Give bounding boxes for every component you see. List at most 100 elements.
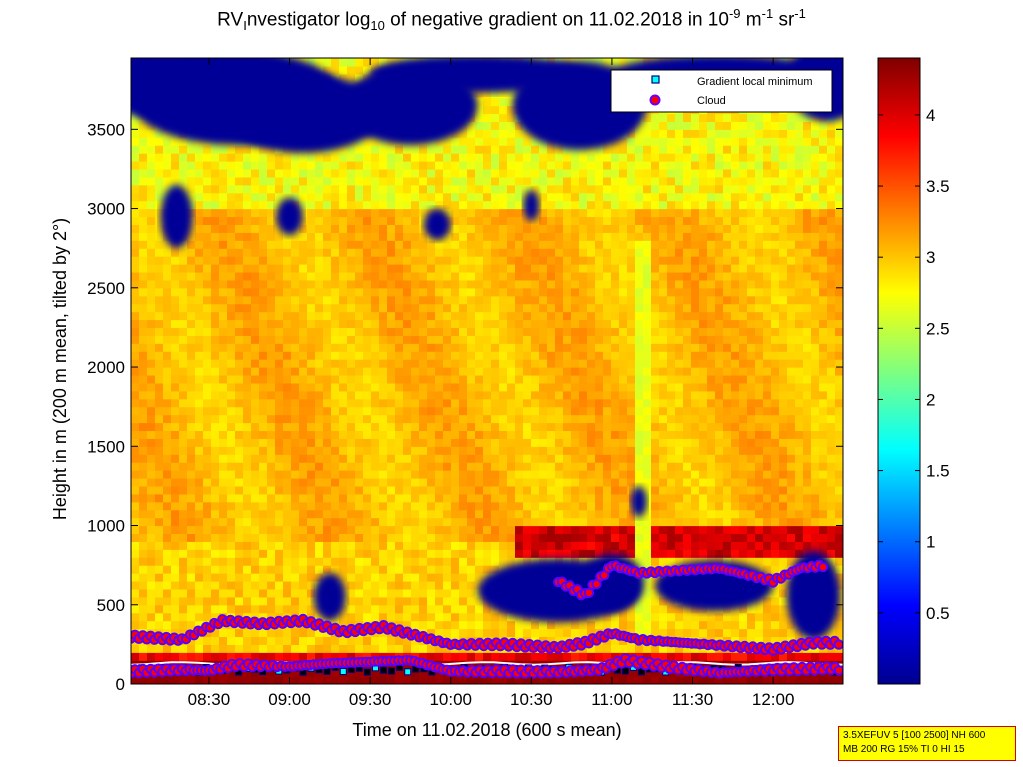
heatmap-cell bbox=[187, 438, 196, 447]
heatmap-cell bbox=[531, 295, 540, 305]
heatmap-cell bbox=[355, 327, 364, 336]
heatmap-cell bbox=[427, 406, 436, 416]
heatmap-cell bbox=[243, 430, 252, 439]
heatmap-cell bbox=[507, 612, 516, 622]
heatmap-cell bbox=[283, 557, 292, 566]
heatmap-cell bbox=[339, 652, 348, 661]
heatmap-cell bbox=[299, 295, 308, 305]
heatmap-cell bbox=[411, 406, 420, 416]
heatmap-cell bbox=[171, 612, 180, 622]
heatmap-cell bbox=[147, 240, 156, 249]
heatmap-cell bbox=[163, 573, 172, 582]
heatmap-cell bbox=[459, 462, 468, 471]
heatmap-cell bbox=[635, 596, 644, 606]
heatmap-cell bbox=[563, 200, 572, 210]
heatmap-cell bbox=[547, 264, 556, 273]
heatmap-cell bbox=[243, 422, 252, 432]
heatmap-cell bbox=[443, 533, 452, 542]
heatmap-cell bbox=[155, 153, 164, 162]
heatmap-cell bbox=[291, 161, 300, 170]
heatmap-cell bbox=[603, 612, 612, 622]
heatmap-cell bbox=[299, 279, 308, 289]
heatmap-cell bbox=[475, 335, 484, 344]
heatmap-cell bbox=[579, 406, 588, 416]
heatmap-cell bbox=[323, 65, 332, 75]
heatmap-cell bbox=[147, 145, 156, 154]
heatmap-cell bbox=[203, 153, 212, 162]
heatmap-cell bbox=[411, 398, 420, 408]
heatmap-cell bbox=[179, 319, 188, 329]
heatmap-cell bbox=[435, 493, 444, 503]
heatmap-cell bbox=[419, 620, 428, 630]
heatmap-cell bbox=[163, 248, 172, 257]
heatmap-cell bbox=[515, 628, 524, 638]
heatmap-cell bbox=[403, 161, 412, 170]
heatmap-cell bbox=[227, 303, 236, 313]
heatmap-cell bbox=[331, 161, 340, 170]
heatmap-cell bbox=[155, 367, 164, 376]
heatmap-cell bbox=[443, 311, 452, 321]
heatmap-cell bbox=[147, 493, 156, 503]
heatmap-cell bbox=[267, 264, 276, 273]
heatmap-cell bbox=[195, 390, 204, 400]
heatmap-cell bbox=[395, 192, 404, 202]
heatmap-cell bbox=[547, 343, 556, 352]
heatmap-cell bbox=[331, 676, 340, 684]
heatmap-cell bbox=[179, 359, 188, 368]
heatmap-cell bbox=[475, 359, 484, 368]
heatmap-cell bbox=[507, 541, 516, 550]
heatmap-cell bbox=[395, 168, 404, 178]
heatmap-cell bbox=[227, 287, 236, 297]
heatmap-cell bbox=[451, 509, 460, 519]
heatmap-cell bbox=[347, 406, 356, 416]
heatmap-cell bbox=[587, 184, 596, 194]
heatmap-cell bbox=[315, 477, 324, 487]
heatmap-cell bbox=[131, 604, 140, 614]
heatmap-cell bbox=[387, 414, 396, 424]
heatmap-cell bbox=[171, 446, 180, 455]
heatmap-cell bbox=[299, 454, 308, 463]
heatmap-cell bbox=[507, 676, 516, 684]
heatmap-cell bbox=[627, 248, 636, 257]
heatmap-cell bbox=[203, 256, 212, 265]
heatmap-cell bbox=[403, 588, 412, 598]
heatmap-cell bbox=[595, 271, 604, 281]
heatmap-cell bbox=[275, 343, 284, 352]
heatmap-cell bbox=[619, 208, 628, 218]
heatmap-cell bbox=[435, 644, 444, 653]
heatmap-cell bbox=[179, 462, 188, 471]
heatmap-cell bbox=[467, 580, 476, 590]
heatmap-cell bbox=[571, 279, 580, 289]
heatmap-cell bbox=[139, 517, 148, 527]
heatmap-cell bbox=[171, 367, 180, 376]
heatmap-cell bbox=[451, 232, 460, 241]
heatmap-cell bbox=[395, 477, 404, 487]
heatmap-cell bbox=[459, 153, 468, 162]
heatmap-cell bbox=[571, 477, 580, 487]
heatmap-cell bbox=[227, 422, 236, 432]
heatmap-cell bbox=[483, 208, 492, 218]
heatmap-cell bbox=[507, 501, 516, 511]
heatmap-cell bbox=[491, 121, 500, 130]
heatmap-cell bbox=[419, 248, 428, 257]
heatmap-cell bbox=[579, 367, 588, 376]
heatmap-cell bbox=[371, 644, 380, 653]
heatmap-cell bbox=[291, 454, 300, 463]
heatmap-cell bbox=[131, 454, 140, 463]
heatmap-cell bbox=[571, 549, 580, 558]
heatmap-cell bbox=[155, 359, 164, 368]
heatmap-cell bbox=[235, 438, 244, 447]
heatmap-cell bbox=[203, 517, 212, 527]
heatmap-cell bbox=[587, 398, 596, 408]
heatmap-cell bbox=[147, 644, 156, 653]
heatmap-cell bbox=[339, 501, 348, 511]
heatmap-cell bbox=[251, 406, 260, 416]
heatmap-cell bbox=[587, 367, 596, 376]
heatmap-cell bbox=[171, 271, 180, 281]
heatmap-cell bbox=[155, 248, 164, 257]
heatmap-cell bbox=[227, 192, 236, 202]
heatmap-cell bbox=[179, 620, 188, 630]
heatmap-cell bbox=[131, 192, 140, 202]
heatmap-cell bbox=[419, 343, 428, 352]
heatmap-cell bbox=[475, 565, 484, 574]
